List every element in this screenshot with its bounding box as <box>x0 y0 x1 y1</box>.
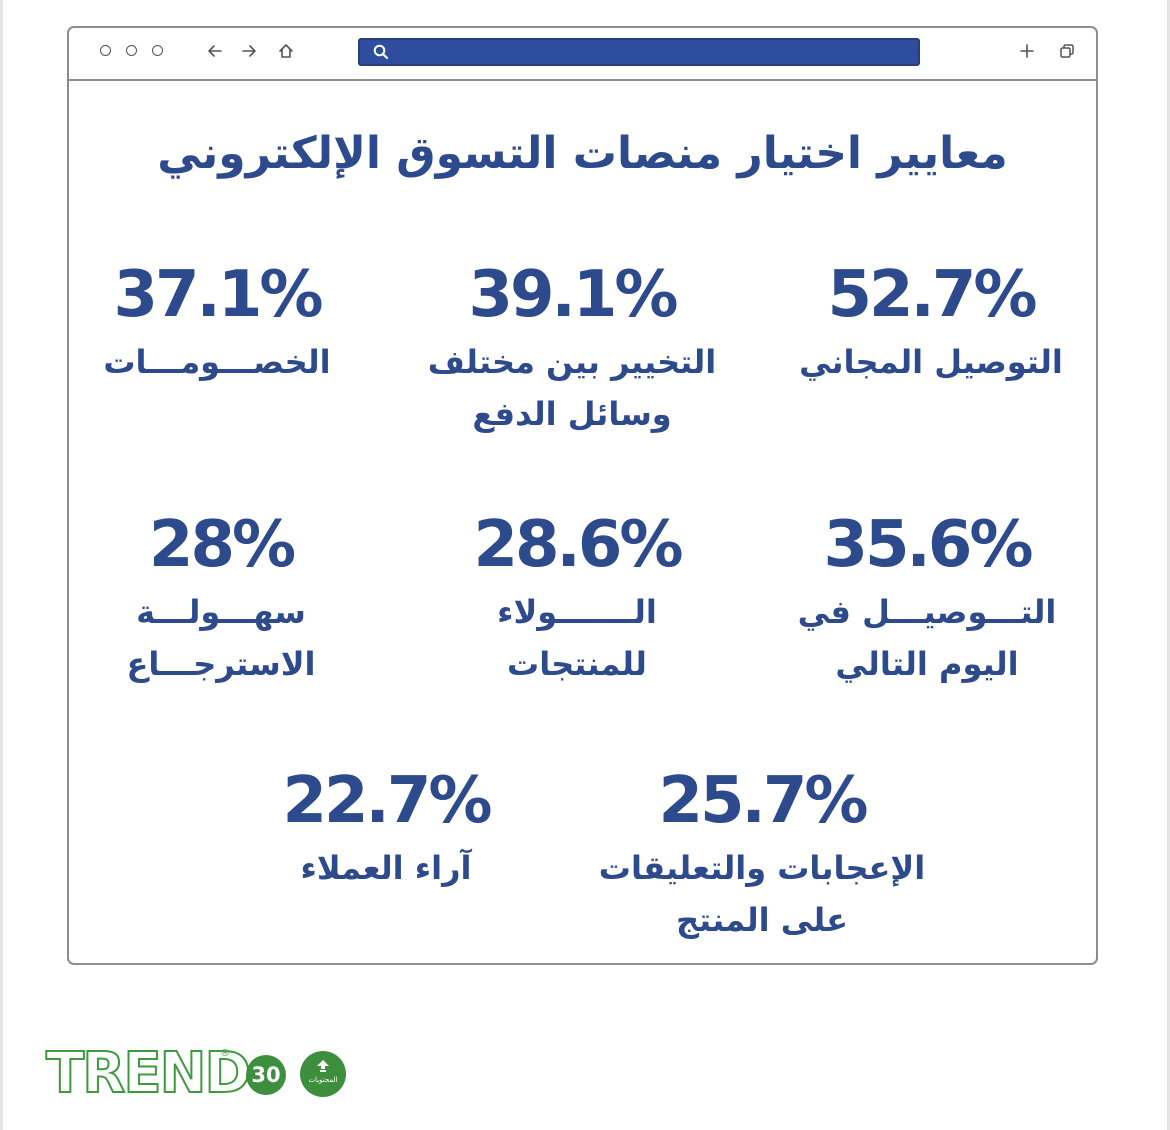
window-dot-icon[interactable] <box>100 45 111 56</box>
arrow-left-icon[interactable] <box>206 42 224 60</box>
content-badge-text: المحتويات <box>308 1076 338 1084</box>
stat-value: 28% <box>148 508 296 582</box>
window-dot-icon[interactable] <box>152 45 163 56</box>
page-edge-left <box>0 0 3 1130</box>
stat-value: 35.6% <box>823 508 1033 582</box>
registered-mark: ® <box>220 1048 230 1059</box>
stat-customer-reviews: 22.7% آراء العملاء <box>221 766 551 894</box>
arrow-right-icon[interactable] <box>240 42 258 60</box>
stat-product-loyalty: 28.6% الـــــــولاء للمنتجات <box>412 510 742 690</box>
stat-value: 52.7% <box>827 258 1037 332</box>
stat-value: 22.7% <box>282 764 492 838</box>
window-dot-icon[interactable] <box>126 45 137 56</box>
stat-label: الإعجابات والتعليقات على المنتج <box>598 849 926 939</box>
page-edge-right <box>1167 0 1170 1130</box>
stat-label: التـــوصيـــل في اليوم التالي <box>797 593 1057 683</box>
stat-value: 37.1% <box>113 258 323 332</box>
stat-value: 28.6% <box>473 508 683 582</box>
browser-window: معايير اختيار منصات التسوق الإلكتروني 52… <box>67 26 1098 965</box>
stat-payment-options: 39.1% التخيير بين مختلف وسائل الدفع <box>407 260 737 440</box>
arrow-up-icon <box>317 1060 329 1072</box>
stat-label: التوصيل المجاني <box>799 343 1063 381</box>
infographic-title: معايير اختيار منصات التسوق الإلكتروني <box>157 128 1008 179</box>
stat-free-delivery: 52.7% التوصيل المجاني <box>766 260 1096 388</box>
browser-toolbar <box>69 28 1096 81</box>
trend-logo: TREND <box>45 1041 252 1106</box>
stat-label: الخصـــومـــات <box>103 343 331 381</box>
stat-label: سهـــولـــة الاسترجـــاع <box>126 593 316 683</box>
plus-icon[interactable] <box>1018 42 1036 60</box>
search-icon[interactable] <box>372 43 390 61</box>
stat-value: 39.1% <box>468 258 678 332</box>
stat-label: التخيير بين مختلف وسائل الدفع <box>427 343 717 433</box>
stat-label: الـــــــولاء للمنتجات <box>497 593 657 683</box>
stat-value: 25.7% <box>658 764 868 838</box>
stat-next-day-delivery: 35.6% التـــوصيـــل في اليوم التالي <box>762 510 1092 690</box>
copy-icon[interactable] <box>1058 42 1076 60</box>
home-icon[interactable] <box>277 42 295 60</box>
stat-label: آراء العملاء <box>300 849 472 887</box>
stat-easy-returns: 28% سهـــولـــة الاسترجـــاع <box>56 510 386 690</box>
stat-discounts: 37.1% الخصـــومـــات <box>52 260 382 388</box>
content-badge: المحتويات <box>300 1051 346 1097</box>
badge-30: 30 <box>246 1055 286 1095</box>
stat-likes-comments: 25.7% الإعجابات والتعليقات على المنتج <box>597 766 927 946</box>
search-bar[interactable] <box>358 38 920 66</box>
